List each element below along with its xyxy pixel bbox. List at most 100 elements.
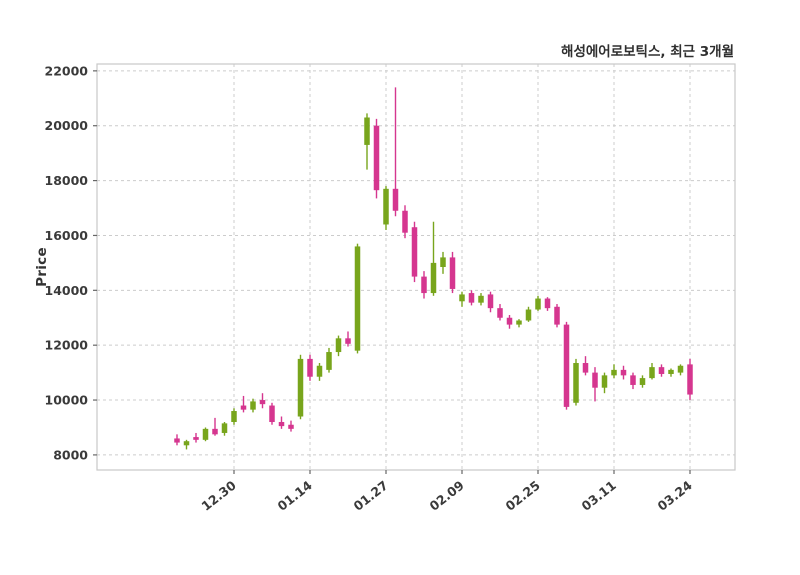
candle-body [297, 358, 304, 417]
candle-up [601, 372, 608, 394]
candle-body [307, 358, 313, 377]
chart-title: 해성에어로보틱스, 최근 3개월 [561, 44, 734, 60]
candle-body [392, 188, 399, 211]
candle-down [307, 354, 313, 381]
candle-body [582, 363, 589, 373]
candle-down [402, 205, 408, 239]
candle-body [202, 428, 209, 440]
candle-body [592, 372, 598, 388]
candle-down [373, 118, 380, 199]
candle-down [582, 356, 589, 376]
candle-body [573, 363, 579, 403]
candle-down [259, 393, 266, 409]
x-tick-label: 03.11 [578, 478, 618, 514]
candle-body [354, 246, 361, 351]
candle-body [687, 364, 693, 395]
candle-body [231, 411, 237, 422]
candle-body [421, 276, 427, 294]
candle-up [459, 291, 465, 307]
candle-body [535, 298, 541, 310]
candle-down [174, 434, 180, 446]
candle-body [449, 257, 456, 289]
candle-down [487, 291, 494, 313]
candle-body [487, 294, 494, 309]
candle-down [411, 221, 418, 283]
candle-body [544, 298, 551, 309]
candle-up [430, 221, 437, 296]
candle-body [250, 401, 256, 410]
candle-body [364, 117, 370, 145]
candle-up [611, 364, 617, 379]
candle-body [677, 365, 684, 373]
x-tick-label: 02.09 [426, 478, 466, 514]
candle-body [459, 294, 465, 302]
y-tick-label: 20000 [45, 118, 89, 133]
candle-body [326, 352, 332, 370]
candle-body [430, 262, 437, 294]
candle-body [193, 437, 199, 440]
candle-up [383, 186, 389, 230]
candle-up [677, 364, 684, 376]
candle-body [649, 367, 655, 379]
candle-body [259, 400, 266, 405]
candle-body [269, 405, 275, 422]
candle-down [620, 365, 627, 380]
candle-body [468, 293, 475, 303]
candle-body [639, 378, 646, 385]
candle-body [478, 295, 484, 303]
y-tick-label: 18000 [45, 173, 89, 188]
candle-down [554, 304, 560, 328]
candle-down [269, 402, 275, 425]
candle-up [326, 347, 332, 373]
candle-down [345, 331, 351, 347]
x-tick-label: 03.24 [654, 477, 695, 513]
x-tick-label: 01.27 [350, 478, 390, 514]
y-tick-label: 10000 [45, 393, 89, 408]
candle-body [554, 306, 560, 325]
candle-up [183, 439, 190, 450]
y-tick-label: 16000 [45, 228, 89, 243]
candle-body [611, 369, 617, 376]
candle-body [240, 405, 247, 410]
y-axis-label: Price [34, 247, 50, 287]
candle-down [193, 432, 199, 443]
candle-down [468, 290, 475, 306]
candle-down [544, 297, 551, 311]
candle-body [668, 369, 674, 374]
candle-down [278, 416, 285, 429]
candle-up [231, 408, 237, 425]
candle-up [525, 306, 532, 322]
x-tick-label: 01.14 [274, 477, 315, 513]
candle-down [240, 395, 247, 413]
candle-body [658, 367, 665, 374]
candle-down [630, 372, 636, 390]
candle-down [563, 321, 570, 410]
candle-body [411, 227, 418, 277]
candle-body [506, 317, 513, 325]
candle-body [345, 338, 351, 344]
candle-down [288, 420, 294, 432]
plot-border [96, 63, 736, 471]
candle-down [212, 417, 218, 436]
y-tick-label: 22000 [45, 63, 89, 78]
candle-down [687, 358, 693, 401]
y-tick-label: 12000 [45, 338, 89, 353]
candle-body [316, 365, 323, 377]
candle-down [421, 271, 427, 299]
candle-body [563, 324, 570, 407]
candle-body [183, 441, 190, 446]
candle-down [449, 251, 456, 294]
candle-body [288, 424, 294, 429]
candle-body [383, 188, 389, 225]
candle-up [535, 295, 541, 311]
candle-up [364, 113, 370, 170]
candle-up [478, 293, 484, 306]
candle-up [221, 421, 228, 436]
candle-up [335, 335, 342, 357]
candle-body [373, 125, 380, 191]
candle-up [202, 427, 209, 442]
candle-body [278, 421, 285, 427]
candle-body [601, 375, 608, 388]
